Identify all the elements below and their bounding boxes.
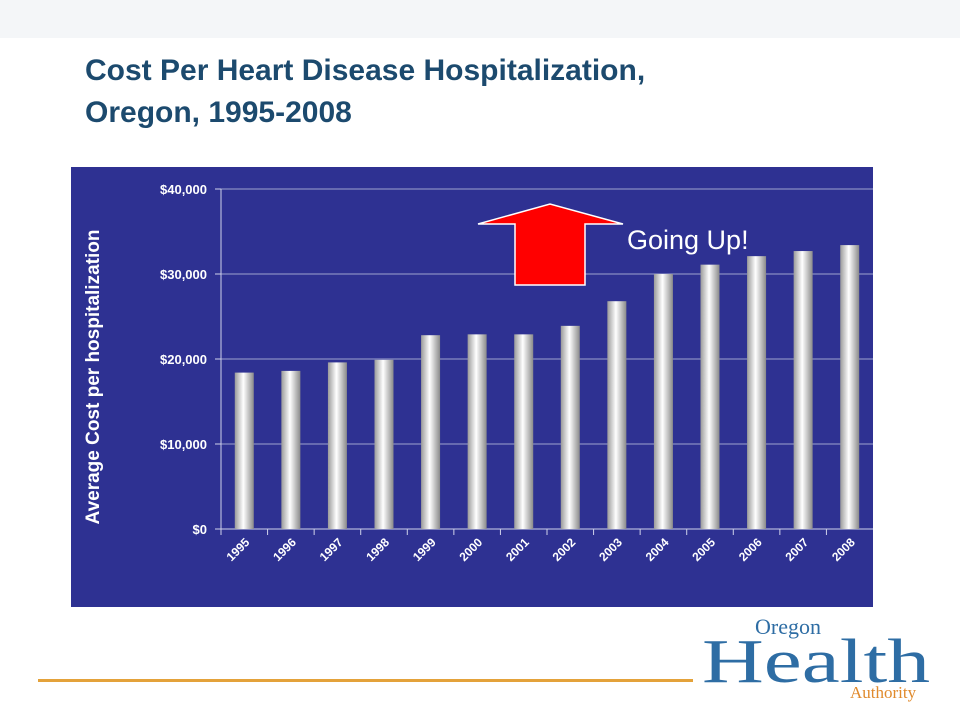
bars xyxy=(234,245,860,530)
bar-2005 xyxy=(700,264,720,529)
bar-1995 xyxy=(234,372,254,529)
bar-2006 xyxy=(747,256,767,529)
bar-2007 xyxy=(793,251,813,530)
oregon-health-authority-logo: Oregon Health Authority xyxy=(700,612,940,704)
slide-title-line-1: Cost Per Heart Disease Hospitalization, xyxy=(85,54,646,87)
bar-1996 xyxy=(281,370,301,529)
up-arrow-icon xyxy=(477,203,624,286)
bar-2000 xyxy=(467,334,487,529)
going-up-annotation: Going Up! xyxy=(477,203,749,286)
bar-2002 xyxy=(560,325,580,529)
y-axis-title: Average Cost per hospitalization xyxy=(83,230,104,525)
chart: Average Cost per hospitalization $0 $10,0… xyxy=(71,167,873,607)
annotation-text: Going Up! xyxy=(627,225,749,255)
y-tick-labels: $0 $10,000 $20,000 $30,000 $40,000 xyxy=(160,182,207,537)
logo-word-oregon: Oregon xyxy=(755,614,821,639)
y-tick-label: $10,000 xyxy=(160,437,207,452)
logo-word-health: Health xyxy=(702,628,930,696)
y-tick-label: $30,000 xyxy=(160,267,207,282)
bar-2008 xyxy=(840,245,860,529)
bar-1997 xyxy=(327,362,347,529)
bar-2001 xyxy=(514,334,534,529)
bar-1999 xyxy=(421,335,441,529)
footer-divider xyxy=(38,679,693,682)
y-tick-label: $20,000 xyxy=(160,352,207,367)
slide-title: Cost Per Heart Disease Hospitalization, … xyxy=(85,50,885,134)
bar-1998 xyxy=(374,359,394,529)
slide-title-line-2: Oregon, 1995-2008 xyxy=(85,96,352,129)
bar-2003 xyxy=(607,301,627,529)
logo-word-authority: Authority xyxy=(850,683,917,702)
chart-svg: Average Cost per hospitalization $0 $10,0… xyxy=(71,167,873,607)
top-band xyxy=(0,0,960,38)
bar-2004 xyxy=(653,274,673,529)
y-tick-label: $0 xyxy=(193,522,207,537)
y-tick-label: $40,000 xyxy=(160,182,207,197)
